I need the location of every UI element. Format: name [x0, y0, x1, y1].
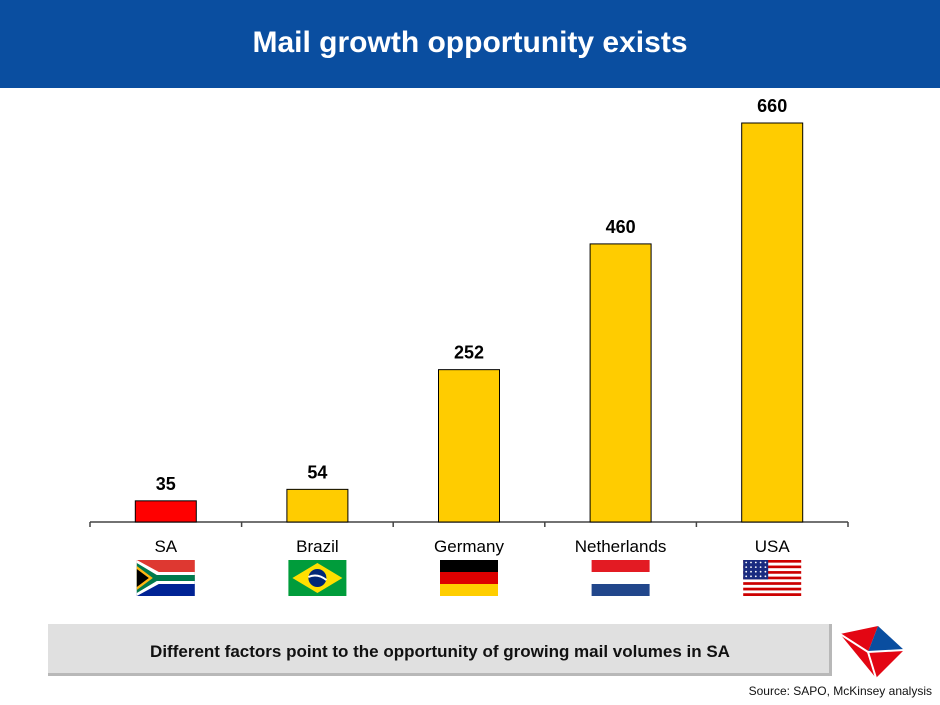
conclusion-text: Different factors point to the opportuni… [150, 642, 730, 661]
south-africa-flag-icon [136, 560, 195, 596]
bar-netherlands [589, 243, 652, 523]
category-label: USA [755, 537, 791, 556]
usa-flag-icon [743, 560, 802, 596]
germany-flag-icon [440, 560, 498, 596]
page-title: Mail growth opportunity exists [252, 26, 688, 59]
data-label: 460 [606, 217, 636, 237]
source-note: Source: SAPO, McKinsey analysis [748, 684, 932, 698]
title-banner [0, 0, 940, 88]
category-label: Netherlands [575, 537, 667, 556]
data-label: 252 [454, 343, 484, 363]
bar-usa [741, 122, 804, 523]
conclusion-banner: Different factors point to the opportuni… [48, 624, 832, 676]
bar-chart: 35 SA 54 Brazil 252 Germany 460 Netherlands 660 U… [89, 96, 849, 596]
bar-sa [134, 500, 197, 523]
bar-brazil [286, 488, 349, 523]
netherlands-flag-icon [591, 560, 650, 596]
sapo-logo-icon [839, 626, 905, 679]
brazil-flag-icon [288, 560, 347, 596]
category-label: SA [154, 537, 177, 556]
data-label: 54 [307, 462, 327, 482]
category-label: Brazil [296, 537, 339, 556]
bar-germany [438, 369, 500, 523]
data-label: 660 [757, 96, 787, 116]
data-label: 35 [156, 474, 176, 494]
category-label: Germany [434, 537, 504, 556]
